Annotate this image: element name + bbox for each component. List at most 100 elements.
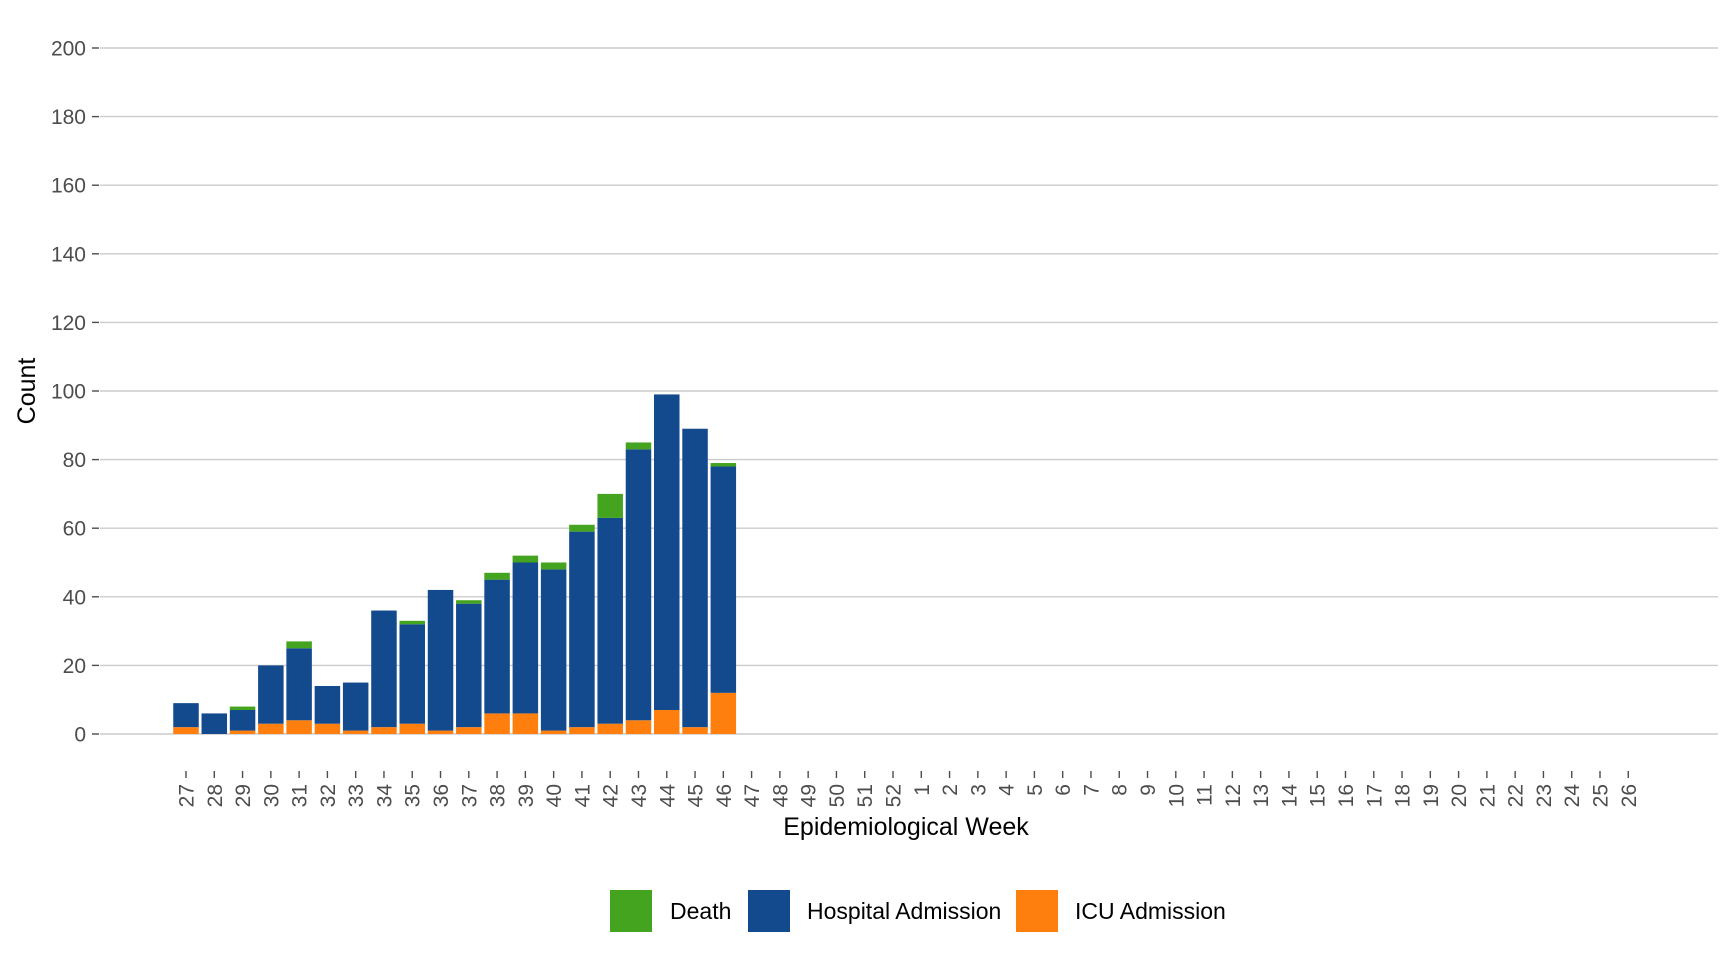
x-tick-label: 6 — [1052, 784, 1075, 796]
x-tick-label: 31 — [289, 784, 312, 807]
x-tick-label: 43 — [628, 784, 651, 807]
bar-death — [484, 572, 510, 580]
x-tick-label: 16 — [1335, 784, 1358, 807]
x-tick-label: 39 — [515, 784, 538, 807]
bar-icu-admission — [682, 727, 708, 734]
bar-icu-admission — [229, 730, 256, 734]
bar-death — [710, 463, 737, 467]
y-axis-title: Count — [13, 358, 41, 425]
x-tick-label: 14 — [1278, 784, 1301, 808]
x-tick-label: 32 — [317, 784, 340, 807]
x-tick-label: 28 — [204, 784, 227, 807]
bar-death — [597, 493, 623, 518]
x-tick-label: 47 — [741, 784, 764, 807]
x-tick-label: 30 — [260, 784, 283, 807]
bar-icu-admission — [625, 720, 652, 734]
x-tick-label: 45 — [685, 784, 708, 807]
x-tick-label: 19 — [1420, 784, 1443, 807]
x-tick-label: 13 — [1250, 784, 1273, 807]
y-tick-label: 0 — [74, 724, 86, 747]
x-tick-label: 4 — [996, 784, 1019, 796]
bar-icu-admission — [314, 723, 341, 734]
bar-hospital-admission — [540, 569, 567, 731]
bar-death — [286, 641, 312, 649]
bar-icu-admission — [286, 720, 312, 734]
bar-death — [625, 442, 652, 450]
bar-hospital-admission — [456, 603, 482, 728]
y-tick-label: 140 — [51, 243, 86, 266]
bar-icu-admission — [484, 713, 510, 734]
x-tick-label: 8 — [1109, 784, 1132, 796]
bar-death — [456, 600, 482, 604]
x-tick-label: 9 — [1137, 784, 1160, 796]
bar-hospital-admission — [512, 562, 539, 714]
bar-icu-admission — [456, 727, 482, 734]
y-tick-label: 100 — [51, 381, 86, 404]
x-tick-label: 42 — [600, 784, 623, 807]
x-tick-label: 21 — [1476, 784, 1499, 807]
x-tick-label: 18 — [1392, 784, 1415, 807]
legend-key-icu-admission — [1016, 890, 1058, 932]
legend-key-hospital-admission — [748, 890, 790, 932]
bar-death — [229, 706, 256, 710]
bar-death — [512, 555, 539, 563]
x-tick-label: 20 — [1448, 784, 1471, 807]
y-tick-label: 60 — [63, 518, 86, 541]
bar-hospital-admission — [342, 682, 369, 731]
bar-death — [569, 524, 595, 532]
x-tick-label: 38 — [487, 784, 510, 807]
y-tick-label: 40 — [63, 586, 86, 609]
x-tick-label: 22 — [1505, 784, 1528, 807]
bar-hospital-admission — [569, 531, 595, 728]
y-tick-label: 80 — [63, 449, 86, 472]
x-tick-label: 44 — [656, 784, 679, 808]
x-tick-label: 27 — [176, 784, 199, 807]
x-tick-label: 33 — [345, 784, 368, 807]
x-tick-label: 11 — [1194, 784, 1217, 806]
y-tick-label: 180 — [51, 106, 86, 129]
bar-hospital-admission — [654, 394, 680, 710]
x-tick-label: 40 — [543, 784, 566, 807]
x-tick-label: 25 — [1590, 784, 1613, 807]
bar-icu-admission — [399, 723, 425, 734]
bar-hospital-admission — [399, 624, 425, 724]
x-tick-label: 41 — [571, 784, 594, 807]
bar-icu-admission — [512, 713, 539, 734]
bar-hospital-admission — [286, 648, 312, 721]
x-tick-label: 48 — [769, 784, 792, 807]
y-axis: 0 20 40 60 80 100 120 140 160 180 200 — [51, 38, 99, 747]
x-tick-label: 17 — [1363, 784, 1386, 807]
bar-hospital-admission — [625, 449, 652, 721]
bar-icu-admission — [654, 709, 680, 734]
bar-icu-admission — [540, 730, 567, 734]
x-tick-label: 5 — [1024, 784, 1047, 796]
legend-label-hospital-admission: Hospital Admission — [807, 898, 1001, 924]
bar-hospital-admission — [173, 703, 199, 728]
x-tick-label: 12 — [1222, 784, 1245, 807]
bar-icu-admission — [710, 692, 737, 734]
legend-label-icu-admission: ICU Admission — [1075, 898, 1226, 924]
x-tick-label: 51 — [854, 784, 877, 807]
bar-hospital-admission — [258, 665, 284, 724]
bar-icu-admission — [371, 727, 397, 734]
bar-hospital-admission — [682, 428, 708, 728]
bar-death — [540, 562, 567, 570]
x-tick-label: 2 — [939, 784, 962, 796]
bar-hospital-admission — [314, 685, 341, 724]
bar-icu-admission — [258, 723, 284, 734]
x-tick-label: 49 — [798, 784, 821, 807]
bars — [173, 394, 737, 734]
y-tick-label: 120 — [51, 312, 86, 335]
legend-label-death: Death — [670, 898, 731, 924]
bar-hospital-admission — [484, 579, 510, 714]
x-tick-label: 3 — [967, 784, 990, 796]
y-tick-label: 160 — [51, 175, 86, 198]
x-axis-title: Epidemiological Week — [783, 813, 1029, 841]
bar-icu-admission — [173, 727, 199, 734]
bar-death — [399, 620, 425, 625]
x-tick-label: 50 — [826, 784, 849, 807]
x-tick-label: 35 — [402, 784, 425, 807]
bar-icu-admission — [597, 723, 623, 734]
bar-icu-admission — [569, 727, 595, 734]
bar-hospital-admission — [201, 713, 228, 734]
